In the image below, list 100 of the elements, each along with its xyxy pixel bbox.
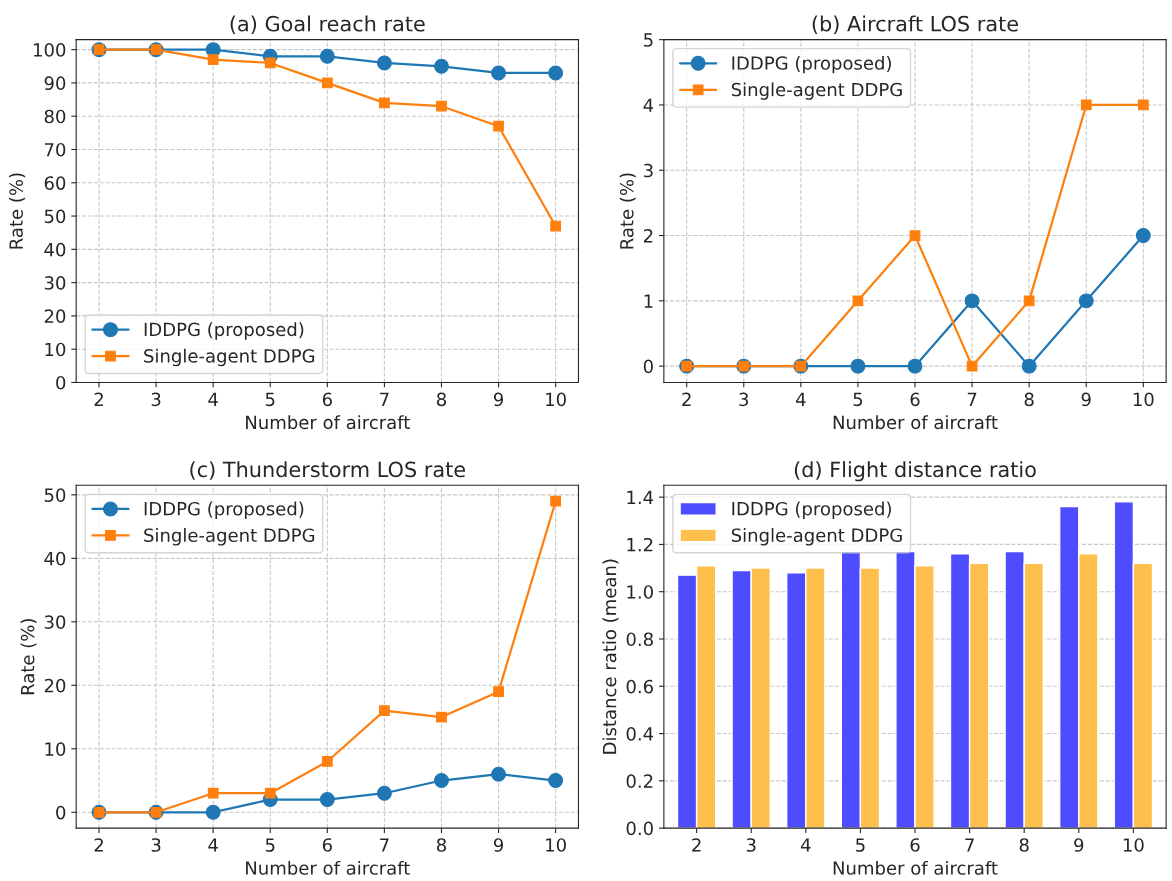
x-tick-label: 2 [94, 838, 103, 852]
x-tick-label: 9 [1074, 838, 1084, 852]
x-tick-label: 8 [1019, 838, 1029, 852]
chart-title: (a) Goal reach rate [230, 15, 425, 35]
y-tick-label: 5 [644, 33, 653, 47]
x-tick-label: 3 [739, 392, 749, 407]
x-axis-title: Number of aircraft [246, 860, 410, 875]
point [379, 97, 390, 109]
x-tick-label: 4 [208, 392, 218, 406]
y-tick-label: 20 [44, 309, 66, 324]
x-tick-label: 7 [965, 838, 974, 852]
y-axis-title: Distance ratio (mean) [602, 559, 619, 754]
legend-label: IDDPG (proposed) [732, 501, 891, 520]
legend-label: IDDPG (proposed) [144, 501, 304, 520]
legend-label: Single-agent DDPG [731, 528, 902, 546]
y-axis-title: Rate (%) [20, 619, 37, 695]
point [436, 711, 447, 723]
x-tick-label: 2 [692, 838, 701, 852]
legend-label: IDDPG (proposed) [732, 55, 891, 74]
point [264, 57, 276, 69]
x-tick-label: 6 [910, 392, 920, 407]
point [207, 787, 219, 799]
y-tick-label: 60 [44, 176, 66, 190]
y-tick-label: 30 [44, 276, 66, 290]
x-tick-label: 9 [1081, 392, 1091, 407]
x-tick-label: 5 [265, 392, 275, 407]
point [205, 804, 221, 820]
x-tick-label: 6 [322, 392, 332, 407]
point [1080, 99, 1092, 111]
point [434, 58, 449, 74]
point [1023, 295, 1035, 307]
x-tick-label: 4 [795, 392, 806, 406]
y-tick-label: 2 [643, 229, 653, 243]
point [550, 220, 562, 232]
point [319, 48, 335, 64]
x-tick-label: 2 [682, 392, 691, 406]
y-tick-label: 0.0 [626, 821, 653, 836]
y-tick-label: 80 [44, 109, 66, 124]
point [321, 77, 333, 89]
x-tick-label: 6 [910, 838, 920, 852]
x-tick-label: 10 [1133, 392, 1154, 407]
y-tick-label: 0.6 [626, 679, 653, 694]
y-tick-label: 40 [44, 551, 66, 566]
x-tick-label: 7 [380, 392, 389, 406]
point [964, 293, 980, 309]
point [379, 705, 390, 717]
y-tick-label: 3 [644, 163, 653, 178]
point [550, 495, 562, 507]
point [1137, 99, 1149, 111]
y-tick-label: 1.2 [627, 537, 653, 552]
y-tick-label: 100 [33, 43, 66, 57]
x-tick-label: 2 [94, 392, 103, 406]
x-tick-label: 7 [967, 392, 977, 406]
x-tick-label: 10 [546, 392, 566, 407]
point [493, 120, 504, 132]
chart-title: (c) Thunderstorm LOS rate [190, 461, 465, 480]
point [852, 295, 864, 307]
y-tick-label: 50 [44, 209, 66, 224]
y-tick-label: 10 [45, 342, 66, 357]
y-tick-label: 4 [643, 98, 654, 112]
y-tick-label: 0.8 [626, 632, 653, 647]
x-tick-label: 3 [151, 392, 161, 407]
x-tick-label: 10 [1123, 838, 1144, 852]
point [1021, 358, 1037, 374]
point [1078, 293, 1094, 309]
y-tick-label: 1.4 [627, 490, 654, 504]
y-tick-label: 10 [45, 742, 66, 756]
x-tick-label: 5 [856, 838, 865, 852]
x-axis-title: Number of aircraft [833, 415, 998, 430]
point [434, 773, 449, 788]
chart-title: (d) Flight distance ratio [794, 461, 1036, 482]
point [909, 230, 921, 241]
y-tick-label: 1.0 [627, 585, 653, 599]
y-tick-label: 90 [44, 76, 66, 91]
point [966, 360, 978, 372]
y-axis-title: Rate (%) [8, 173, 26, 249]
y-tick-label: 1 [644, 294, 653, 308]
x-tick-label: 8 [1024, 392, 1034, 407]
y-tick-label: 0.4 [626, 727, 654, 741]
point [376, 55, 392, 71]
point [207, 54, 219, 65]
y-tick-label: 0.2 [626, 774, 653, 788]
y-axis-title: Rate (%) [619, 173, 636, 249]
x-axis-title: Number of aircraft [246, 415, 410, 430]
x-tick-label: 9 [493, 838, 504, 852]
point [321, 756, 333, 767]
x-tick-label: 3 [746, 838, 756, 852]
point [548, 65, 564, 81]
x-tick-label: 5 [853, 392, 863, 407]
y-tick-label: 20 [44, 678, 66, 693]
x-tick-label: 8 [436, 838, 446, 852]
y-tick-label: 0 [643, 359, 653, 374]
legend-label: Single-agent DDPG [144, 348, 315, 367]
legend-label: Single-agent DDPG [144, 528, 315, 546]
point [850, 358, 866, 374]
point [264, 787, 276, 799]
x-tick-label: 3 [151, 838, 161, 852]
y-tick-label: 70 [44, 142, 66, 157]
legend-label: IDDPG (proposed) [144, 322, 304, 340]
point [548, 773, 564, 788]
